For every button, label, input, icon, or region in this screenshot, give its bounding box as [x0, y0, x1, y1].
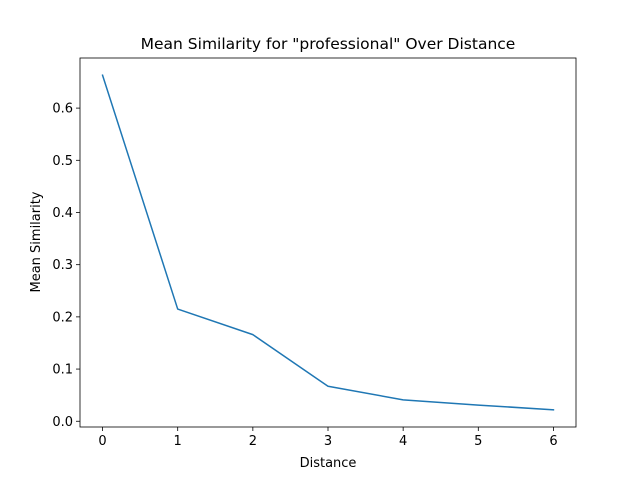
y-tick-label: 0.0 [52, 415, 73, 430]
y-tick-label: 0.3 [52, 258, 73, 273]
y-tick-label: 0.5 [52, 154, 73, 169]
x-axis-label: Distance [300, 456, 357, 471]
series-line-0 [101, 74, 555, 411]
y-tick-label: 0.4 [52, 206, 73, 221]
x-tick-label: 2 [249, 434, 257, 449]
chart-title: Mean Similarity for "professional" Over … [141, 35, 516, 53]
y-tick-label: 0.2 [52, 310, 73, 325]
x-tick-label: 1 [174, 434, 182, 449]
y-axis-label: Mean Similarity [29, 191, 44, 292]
x-tick-label: 0 [98, 434, 106, 449]
x-tick-label: 5 [474, 434, 482, 449]
y-tick-label: 0.1 [52, 363, 73, 378]
axes-frame [79, 57, 577, 428]
x-tick-label: 6 [549, 434, 557, 449]
x-tick-label: 4 [399, 434, 407, 449]
x-tick-label: 3 [324, 434, 332, 449]
y-tick-label: 0.6 [52, 102, 73, 117]
plot-area: 0 1 2 3 4 5 6 0.0 0.1 0.2 0.3 0.4 0.5 0.6 [52, 57, 577, 449]
